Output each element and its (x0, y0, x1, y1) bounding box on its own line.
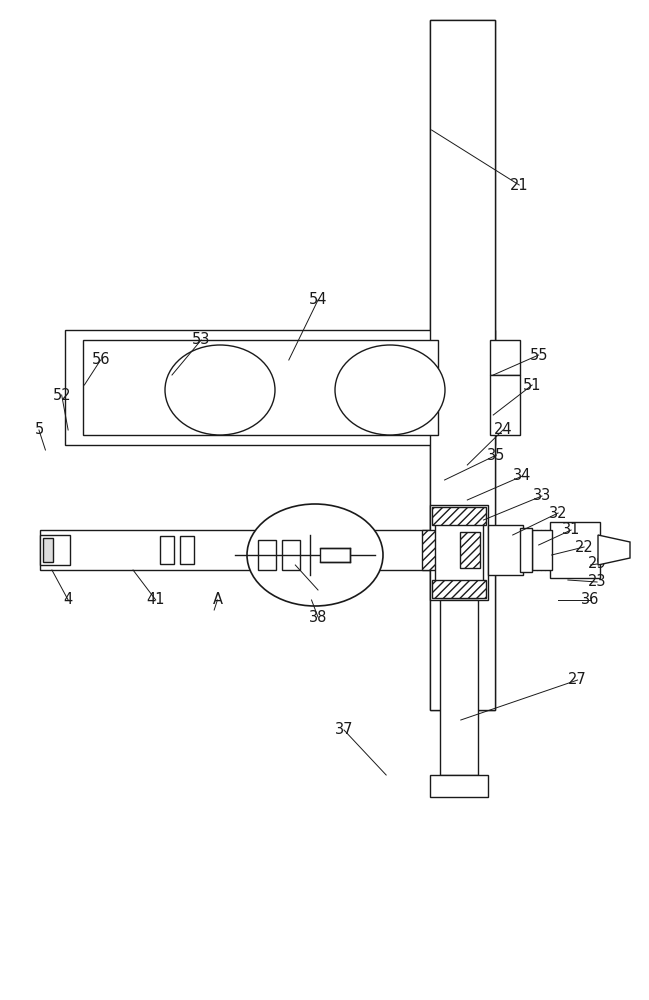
Text: 23: 23 (588, 574, 606, 589)
Text: 29: 29 (588, 556, 606, 572)
Bar (460, 532, 480, 568)
Text: 36: 36 (582, 592, 600, 607)
Text: 39: 39 (309, 582, 327, 597)
Bar (520, 528, 532, 572)
Text: 41: 41 (147, 592, 165, 607)
Bar (430, 505, 488, 600)
Text: 35: 35 (487, 448, 506, 462)
Text: 34: 34 (513, 468, 532, 484)
Text: 53: 53 (192, 332, 210, 348)
Bar (43, 538, 53, 562)
Text: 4: 4 (64, 592, 73, 607)
Text: 21: 21 (510, 178, 528, 192)
Bar (550, 522, 600, 578)
Bar (160, 536, 174, 564)
Bar (258, 540, 276, 570)
Bar (430, 20, 495, 710)
Bar (65, 330, 495, 445)
Bar (282, 540, 300, 570)
Bar (432, 507, 486, 525)
Bar (40, 535, 70, 565)
Bar (430, 775, 488, 797)
Bar (432, 580, 486, 598)
Text: 24: 24 (494, 422, 512, 438)
Text: 52: 52 (53, 387, 71, 402)
Bar (532, 530, 552, 570)
Bar (180, 536, 194, 564)
Bar (40, 530, 520, 570)
Bar (488, 525, 523, 575)
Text: 5: 5 (34, 422, 43, 438)
Text: 54: 54 (309, 292, 327, 308)
Ellipse shape (335, 345, 445, 435)
Bar (490, 340, 520, 375)
Bar (422, 530, 444, 570)
Text: 55: 55 (530, 348, 548, 362)
Ellipse shape (247, 504, 383, 606)
Text: 33: 33 (533, 488, 551, 504)
Bar (440, 600, 478, 775)
Text: 22: 22 (575, 540, 593, 554)
Bar (83, 340, 438, 435)
Bar (430, 20, 495, 710)
Text: A: A (212, 592, 223, 607)
Text: 38: 38 (309, 609, 327, 624)
Text: 32: 32 (549, 506, 567, 520)
Bar (444, 533, 499, 567)
Text: 56: 56 (92, 353, 110, 367)
Polygon shape (598, 535, 630, 565)
Text: 51: 51 (523, 377, 541, 392)
Bar (490, 375, 520, 435)
Bar (320, 548, 350, 562)
Ellipse shape (165, 345, 275, 435)
Text: 27: 27 (569, 672, 587, 688)
Text: 37: 37 (335, 722, 353, 738)
Bar (435, 510, 483, 595)
Text: 31: 31 (562, 522, 580, 538)
